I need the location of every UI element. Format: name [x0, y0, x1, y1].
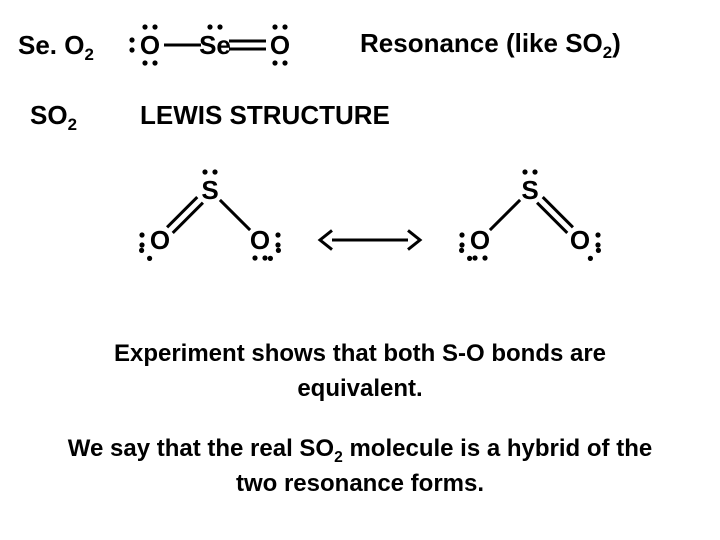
- atom-o: O: [470, 225, 490, 255]
- body-line-4: two resonance forms.: [0, 470, 720, 498]
- body-line-2: equivalent.: [0, 375, 720, 403]
- so2-lewis-right: S O O: [440, 160, 630, 290]
- so2-text: SO: [30, 100, 68, 130]
- resonance-text: Resonance (like SO: [360, 28, 603, 58]
- atom-o: O: [140, 30, 160, 60]
- so2-lewis-left: S O O: [120, 160, 310, 290]
- resonance-arrow-icon: [320, 225, 430, 255]
- body-line-3a: We say that the real SO: [68, 435, 334, 462]
- atom-o: O: [250, 225, 270, 255]
- atom-o: O: [270, 30, 290, 60]
- seo2-lewis-diagram: O Se O: [0, 0, 330, 90]
- atom-se: Se: [199, 30, 231, 60]
- so2-sub: 2: [68, 115, 77, 134]
- resonance-end: ): [612, 28, 621, 58]
- body-line-1: Experiment shows that both S-O bonds are: [0, 340, 720, 368]
- atom-o: O: [150, 225, 170, 255]
- page: Se. O2 OSeO Resonance (like SO2) SO2 LEW…: [0, 0, 720, 540]
- atom-s: S: [201, 175, 218, 205]
- resonance-sub: 2: [603, 43, 612, 62]
- resonance-label: Resonance (like SO2): [360, 28, 621, 63]
- body-line-3-sub: 2: [334, 449, 343, 466]
- atom-o: O: [570, 225, 590, 255]
- body-line-3b: molecule is a hybrid of the: [343, 435, 652, 462]
- so2-label: SO2: [30, 100, 77, 135]
- body-line-3: We say that the real SO2 molecule is a h…: [0, 435, 720, 467]
- atom-s: S: [521, 175, 538, 205]
- lewis-structure-heading: LEWIS STRUCTURE: [140, 100, 390, 131]
